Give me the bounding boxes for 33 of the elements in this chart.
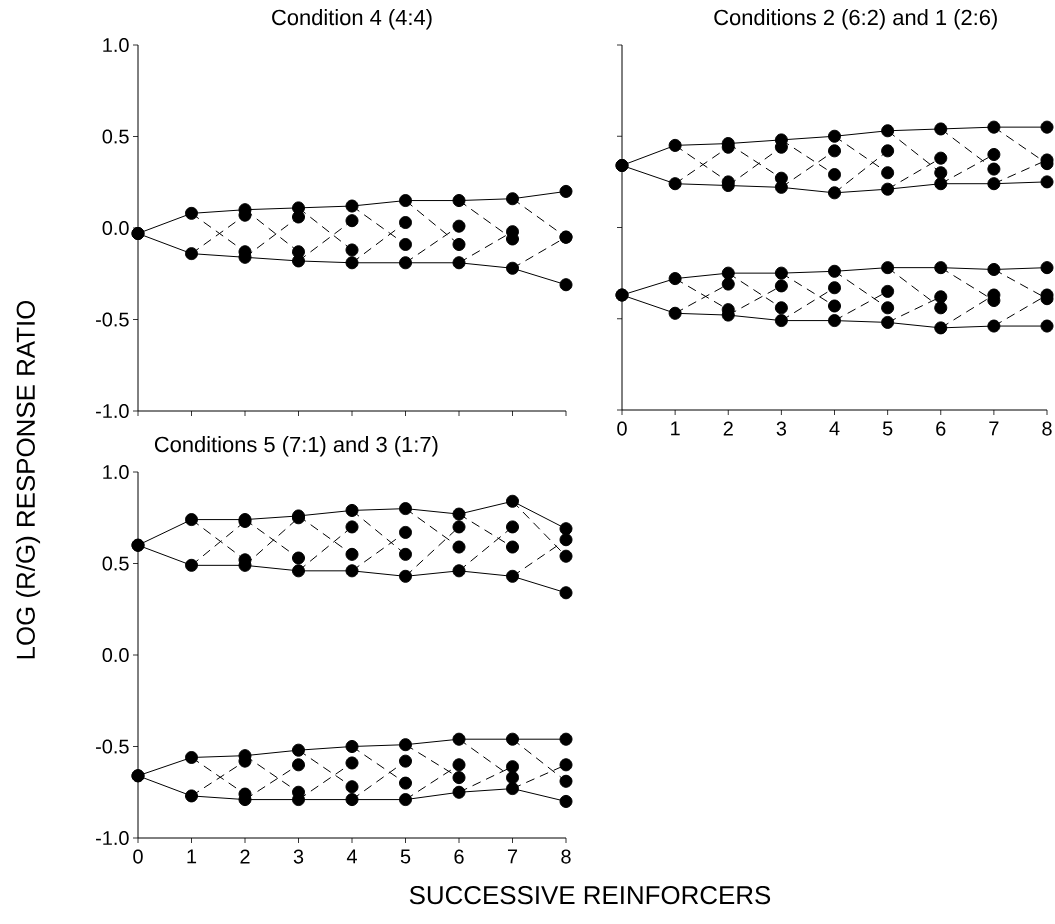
x-tick-label: 7 (507, 849, 518, 864)
chart-title: Condition 4 (4:4) (272, 9, 432, 30)
y-tick-label: -1.0 (96, 830, 129, 846)
y-tick-label: 1.0 (103, 37, 129, 53)
y-tick-label: 0.0 (102, 647, 129, 663)
y-tick-label: -0.5 (96, 312, 129, 327)
x-tick-label: 8 (561, 849, 571, 864)
chart-title: Conditions 2 (6:2) and 1 (2:6) (714, 9, 997, 30)
y-axis-title: LOG (R/G) RESPONSE RATIO (15, 300, 41, 659)
x-tick-label: 1 (187, 849, 197, 864)
x-tick-label: 8 (1042, 421, 1052, 436)
y-tick-label: 1.0 (103, 464, 129, 480)
x-tick-label: 3 (293, 849, 304, 864)
x-tick-label: 0 (617, 421, 627, 436)
x-tick-label: 4 (346, 849, 357, 864)
chart-title: Conditions 5 (7:1) and 3 (1:7) (154, 436, 438, 457)
y-tick-label: 0.0 (102, 220, 129, 236)
y-tick-label: -0.5 (96, 739, 129, 754)
y-tick-label: 0.5 (102, 556, 129, 571)
x-tick-label: 7 (989, 421, 999, 436)
x-tick-label: 0 (133, 849, 143, 864)
y-tick-label: 0.5 (102, 129, 129, 144)
x-tick-label: 2 (240, 849, 250, 864)
x-tick-label: 6 (936, 421, 946, 436)
y-tick-label: -1.0 (96, 403, 129, 419)
x-tick-label: 3 (776, 421, 787, 436)
x-tick-label: 6 (454, 849, 464, 864)
x-tick-label: 5 (882, 421, 893, 436)
x-axis-title: SUCCESSIVE REINFORCERS (409, 885, 771, 905)
x-tick-label: 2 (723, 421, 733, 436)
x-tick-label: 5 (400, 849, 411, 864)
x-tick-label: 1 (671, 421, 680, 436)
x-tick-label: 4 (829, 421, 840, 436)
